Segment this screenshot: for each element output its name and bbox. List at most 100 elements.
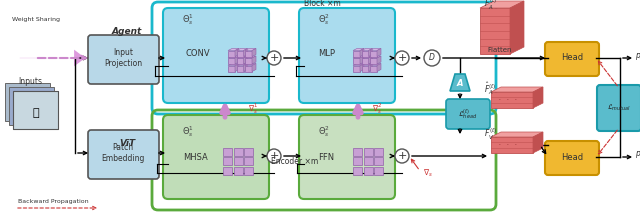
Text: $F_V^{(\ell)}$: $F_V^{(\ell)}$ <box>484 126 497 142</box>
Text: $\nabla^2_s$: $\nabla^2_s$ <box>372 102 382 116</box>
Polygon shape <box>235 56 239 64</box>
FancyBboxPatch shape <box>299 8 395 103</box>
Bar <box>374 167 383 175</box>
Bar <box>228 51 235 57</box>
Text: Inputs: Inputs <box>18 76 42 86</box>
Polygon shape <box>228 56 239 58</box>
FancyBboxPatch shape <box>299 115 395 199</box>
Text: Agent: Agent <box>112 27 142 35</box>
Polygon shape <box>243 64 248 71</box>
Polygon shape <box>237 56 248 58</box>
Circle shape <box>395 51 409 65</box>
Polygon shape <box>252 49 256 57</box>
Text: ViT: ViT <box>119 140 135 149</box>
Text: FFN: FFN <box>318 154 334 162</box>
Bar <box>234 148 243 156</box>
Polygon shape <box>360 64 364 71</box>
Polygon shape <box>377 56 381 64</box>
Bar <box>244 148 253 156</box>
Polygon shape <box>353 49 364 51</box>
Text: ·: · <box>506 95 510 105</box>
Polygon shape <box>491 132 543 137</box>
Text: ·: · <box>514 95 518 105</box>
Polygon shape <box>360 56 364 64</box>
Polygon shape <box>510 1 524 54</box>
Polygon shape <box>491 87 543 92</box>
Polygon shape <box>235 49 239 57</box>
Bar <box>234 167 243 175</box>
Text: MHSA: MHSA <box>183 154 208 162</box>
Bar <box>223 148 232 156</box>
Text: +: + <box>269 151 278 161</box>
Text: CONV: CONV <box>185 49 210 59</box>
Bar <box>374 148 383 156</box>
Text: $\Theta^1_s$: $\Theta^1_s$ <box>182 125 194 140</box>
Text: Input
Projection: Input Projection <box>104 48 142 68</box>
Text: $F_A^{(\ell)}$: $F_A^{(\ell)}$ <box>484 0 497 12</box>
Polygon shape <box>369 49 372 57</box>
Bar <box>13 91 58 129</box>
Text: $p_V$: $p_V$ <box>635 149 640 160</box>
Bar <box>362 51 369 57</box>
Bar <box>353 65 360 71</box>
Bar <box>353 148 362 156</box>
FancyBboxPatch shape <box>545 141 599 175</box>
Polygon shape <box>243 56 248 64</box>
Text: Block ×m: Block ×m <box>303 0 340 8</box>
Text: $\Theta^2_s$: $\Theta^2_s$ <box>318 13 330 27</box>
Polygon shape <box>362 49 372 51</box>
Bar <box>228 65 235 71</box>
Bar <box>228 58 235 64</box>
Polygon shape <box>237 49 248 51</box>
Text: Backward Propagation: Backward Propagation <box>18 200 88 205</box>
Bar <box>480 8 510 54</box>
Polygon shape <box>370 64 381 65</box>
Polygon shape <box>245 56 256 58</box>
FancyBboxPatch shape <box>163 115 269 199</box>
Polygon shape <box>369 64 372 71</box>
Text: A: A <box>457 78 463 87</box>
Bar <box>353 167 362 175</box>
Text: $\mathcal{L}_{mutual}$: $\mathcal{L}_{mutual}$ <box>607 103 631 113</box>
Bar <box>245 58 252 64</box>
Bar <box>237 51 243 57</box>
Polygon shape <box>228 64 239 65</box>
Text: $\nabla^1_s$: $\nabla^1_s$ <box>248 102 258 116</box>
Polygon shape <box>245 64 256 65</box>
Polygon shape <box>450 74 470 91</box>
Bar <box>237 65 243 71</box>
Text: Head: Head <box>561 54 583 62</box>
Bar <box>245 65 252 71</box>
Bar <box>362 58 369 64</box>
Bar <box>491 92 533 108</box>
Bar <box>245 51 252 57</box>
Text: MLP: MLP <box>318 49 335 59</box>
Polygon shape <box>533 132 543 153</box>
Text: ·: · <box>514 140 518 150</box>
Bar <box>9 87 54 125</box>
Bar <box>370 65 377 71</box>
Text: $\Theta^2_s$: $\Theta^2_s$ <box>318 125 330 140</box>
Text: $\nabla_s$: $\nabla_s$ <box>423 167 433 179</box>
FancyBboxPatch shape <box>446 99 490 129</box>
Polygon shape <box>252 64 256 71</box>
Bar <box>353 58 360 64</box>
Circle shape <box>267 149 281 163</box>
Polygon shape <box>362 56 372 58</box>
Bar <box>364 167 372 175</box>
Bar <box>244 167 253 175</box>
Polygon shape <box>362 64 372 65</box>
Polygon shape <box>480 1 524 8</box>
Polygon shape <box>245 49 256 51</box>
Bar <box>370 58 377 64</box>
Bar <box>353 51 360 57</box>
Bar <box>353 157 362 165</box>
Bar <box>234 157 243 165</box>
Bar <box>364 157 372 165</box>
FancyBboxPatch shape <box>88 35 159 84</box>
FancyBboxPatch shape <box>597 85 640 131</box>
Bar <box>374 157 383 165</box>
Text: D: D <box>429 53 435 62</box>
Text: ·: · <box>498 140 502 150</box>
Text: Flatten: Flatten <box>488 47 512 53</box>
